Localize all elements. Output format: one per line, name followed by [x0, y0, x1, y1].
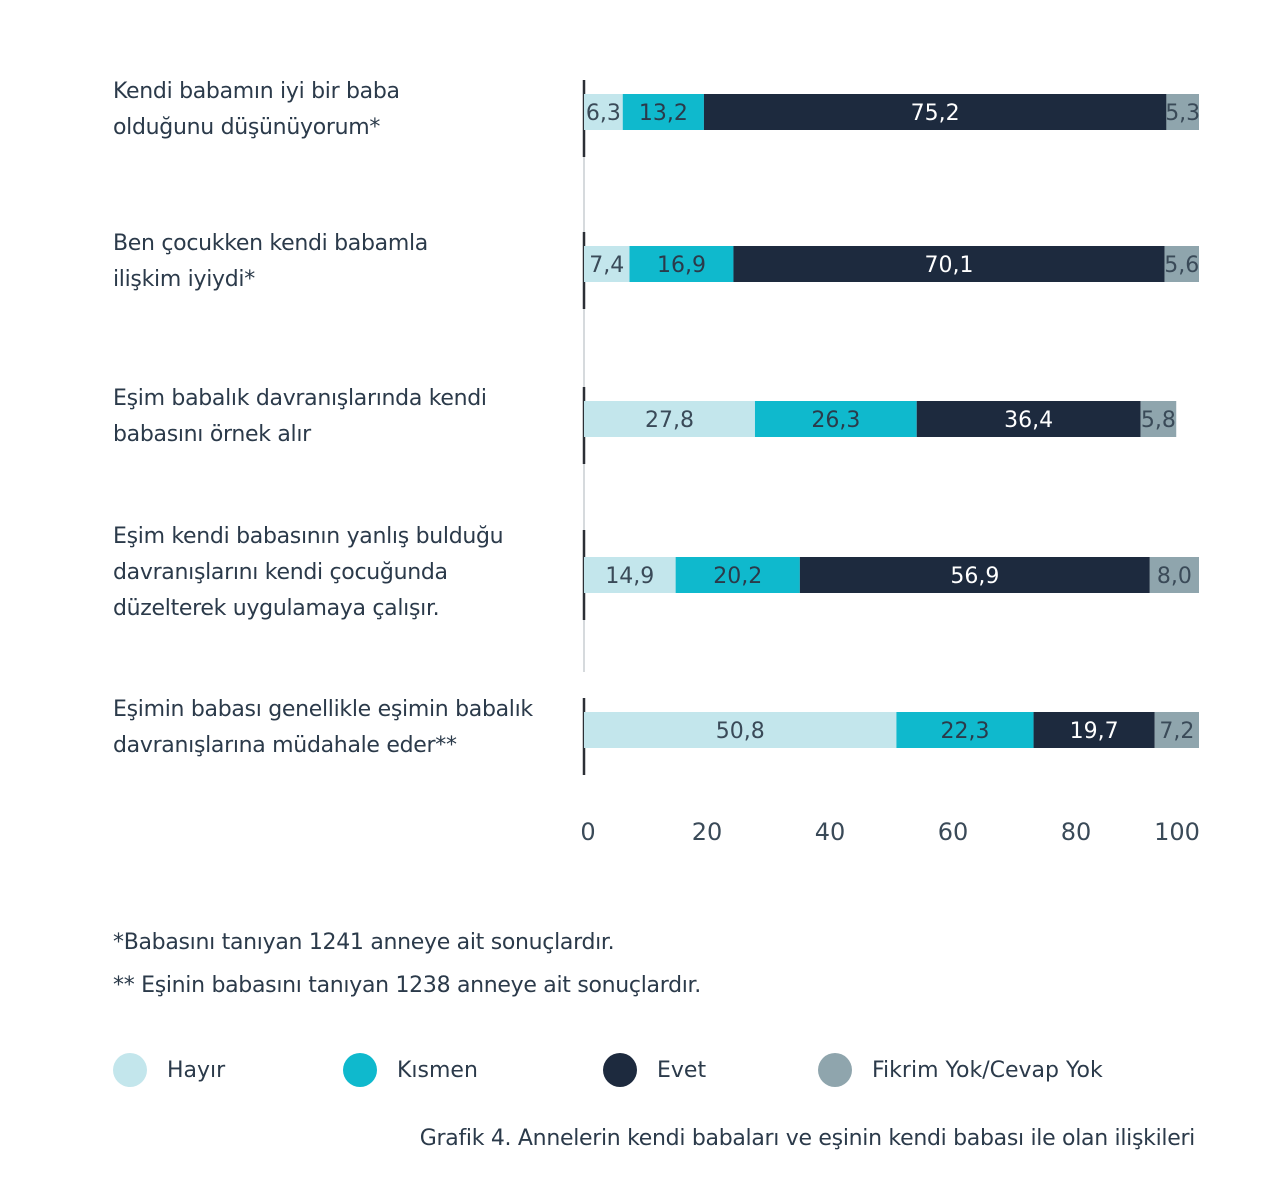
legend-label: Kısmen: [397, 1057, 478, 1083]
legend-label: Hayır: [167, 1057, 226, 1083]
bar-segment: [916, 401, 1141, 437]
data-label: 14,9: [605, 564, 654, 589]
x-tick-label: 100: [1154, 818, 1200, 846]
category-label-line: ilişkim iyiydi*: [113, 267, 255, 292]
bar-segment: [1140, 401, 1177, 437]
x-tick-label: 0: [580, 818, 596, 846]
data-label: 75,2: [911, 101, 960, 126]
category-label-line: davranışlarını kendi çocuğunda: [113, 560, 448, 585]
data-label: 6,3: [586, 101, 621, 126]
legend-item-hayir: Hayır: [113, 1053, 225, 1087]
category-label: Eşim babalık davranışlarında kendi babası…: [113, 381, 563, 453]
category-label-line: Kendi babamın iyi bir baba: [113, 79, 400, 104]
bar-segment: [584, 712, 897, 748]
bar-segment: [584, 94, 623, 130]
legend-item-fikrim-yok: Fikrim Yok/Cevap Yok: [818, 1053, 1103, 1087]
bar-segment: [754, 401, 917, 437]
footnote-2: ** Eşinin babasını tanıyan 1238 anneye a…: [113, 973, 701, 998]
category-label: Eşim kendi babasının yanlış bulduğu davra…: [113, 519, 563, 627]
bar-segment: [799, 557, 1150, 593]
legend-label: Fikrim Yok/Cevap Yok: [872, 1057, 1103, 1083]
x-tick-label: 80: [1060, 818, 1092, 846]
legend-swatch: [603, 1053, 637, 1087]
data-label: 5,3: [1165, 101, 1200, 126]
data-label: 20,2: [713, 564, 762, 589]
category-label-line: Eşim babalık davranışlarında kendi: [113, 386, 487, 411]
category-label-line: davranışlarına müdahale eder**: [113, 733, 457, 758]
bar-segment: [584, 557, 676, 593]
data-label: 16,9: [657, 253, 706, 278]
data-label: 36,4: [1004, 408, 1053, 433]
category-label-line: olduğunu düşünüyorum*: [113, 115, 381, 140]
legend-swatch: [818, 1053, 852, 1087]
bar-segment: [703, 94, 1167, 130]
category-label-line: düzelterek uygulamaya çalışır.: [113, 596, 440, 621]
bar-segment: [733, 246, 1165, 282]
data-label: 50,8: [716, 719, 765, 744]
category-label-line: Eşimin babası genellikle eşimin babalık: [113, 697, 533, 722]
data-label: 56,9: [950, 564, 999, 589]
data-label: 27,8: [645, 408, 694, 433]
legend-swatch: [343, 1053, 377, 1087]
bar-segment: [1033, 712, 1155, 748]
legend-label: Evet: [657, 1057, 707, 1083]
footnote-1: *Babasını tanıyan 1241 anneye ait sonuçl…: [113, 930, 615, 955]
chart-caption: Grafik 4. Annelerin kendi babaları ve eş…: [419, 1126, 1196, 1151]
x-tick-label: 60: [937, 818, 969, 846]
category-label-line: babasını örnek alır: [113, 422, 311, 447]
bar-segment: [896, 712, 1034, 748]
category-label: Kendi babamın iyi bir baba olduğunu düşün…: [113, 74, 563, 146]
bar-segment: [1166, 94, 1199, 130]
data-label: 13,2: [639, 101, 688, 126]
bar-segment: [1154, 712, 1199, 748]
bar-segment: [629, 246, 734, 282]
category-label-line: Eşim kendi babasının yanlış bulduğu: [113, 524, 504, 549]
bar-segment: [584, 246, 630, 282]
data-label: 5,6: [1164, 253, 1199, 278]
category-label-line: Ben çocukken kendi babamla: [113, 231, 428, 256]
data-label: 22,3: [941, 719, 990, 744]
data-label: 5,8: [1141, 408, 1176, 433]
bar-segment: [675, 557, 800, 593]
data-label: 7,2: [1159, 719, 1194, 744]
category-label: Ben çocukken kendi babamla ilişkim iyiydi…: [113, 226, 563, 298]
data-label: 19,7: [1070, 719, 1119, 744]
data-label: 70,1: [925, 253, 974, 278]
category-label: Eşimin babası genellikle eşimin babalık d…: [113, 692, 563, 764]
x-tick-label: 20: [691, 818, 723, 846]
bar-segment: [1164, 246, 1199, 282]
legend-item-evet: Evet: [603, 1053, 706, 1087]
bar-segment: [1149, 557, 1199, 593]
legend-swatch: [113, 1053, 147, 1087]
data-label: 7,4: [589, 253, 624, 278]
data-label: 26,3: [811, 408, 860, 433]
legend-item-kismen: Kısmen: [343, 1053, 478, 1087]
bar-segment: [622, 94, 704, 130]
data-label: 8,0: [1157, 564, 1192, 589]
x-tick-label: 40: [814, 818, 846, 846]
bar-segment: [584, 401, 755, 437]
